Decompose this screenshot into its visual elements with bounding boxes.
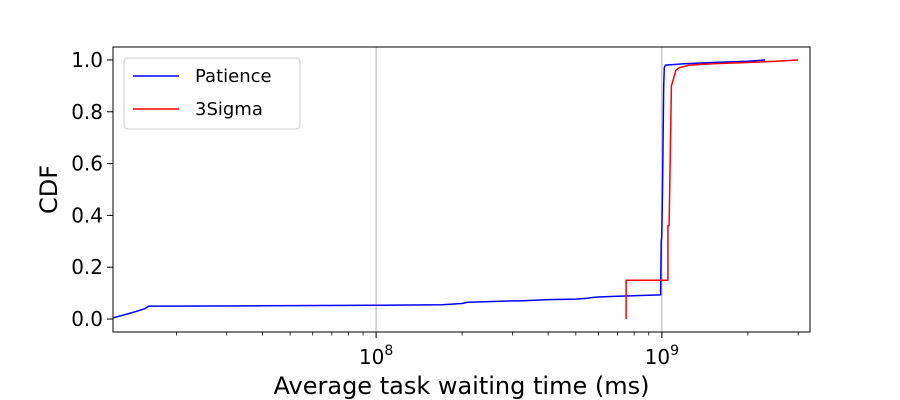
plot-frame <box>112 46 811 333</box>
series-line-3sigma <box>625 59 799 319</box>
y-tick-label: 0.4 <box>71 203 103 227</box>
x-tick-label: 108 <box>359 343 393 369</box>
y-tick-label: 0.0 <box>71 307 103 331</box>
y-tick-label: 0.8 <box>71 100 103 124</box>
legend-label-3sigma: 3Sigma <box>195 99 263 120</box>
y-tick-label: 0.2 <box>71 255 103 279</box>
series-line-patience <box>112 59 766 319</box>
x-tick-label: 109 <box>645 343 679 369</box>
y-tick-label: 1.0 <box>71 48 103 72</box>
series-lines <box>112 59 799 319</box>
x-axis-ticks: 108 109 <box>175 332 799 369</box>
legend: Patience 3Sigma <box>123 57 301 130</box>
legend-label-patience: Patience <box>195 66 272 87</box>
y-tick-label: 0.6 <box>71 152 103 176</box>
x-axis-label: Average task waiting time (ms) <box>274 372 650 400</box>
y-axis-ticks: 0.0 0.2 0.4 0.6 0.8 1.0 <box>71 48 113 331</box>
grid-lines <box>375 47 663 332</box>
y-axis-label: CDF <box>35 165 63 214</box>
